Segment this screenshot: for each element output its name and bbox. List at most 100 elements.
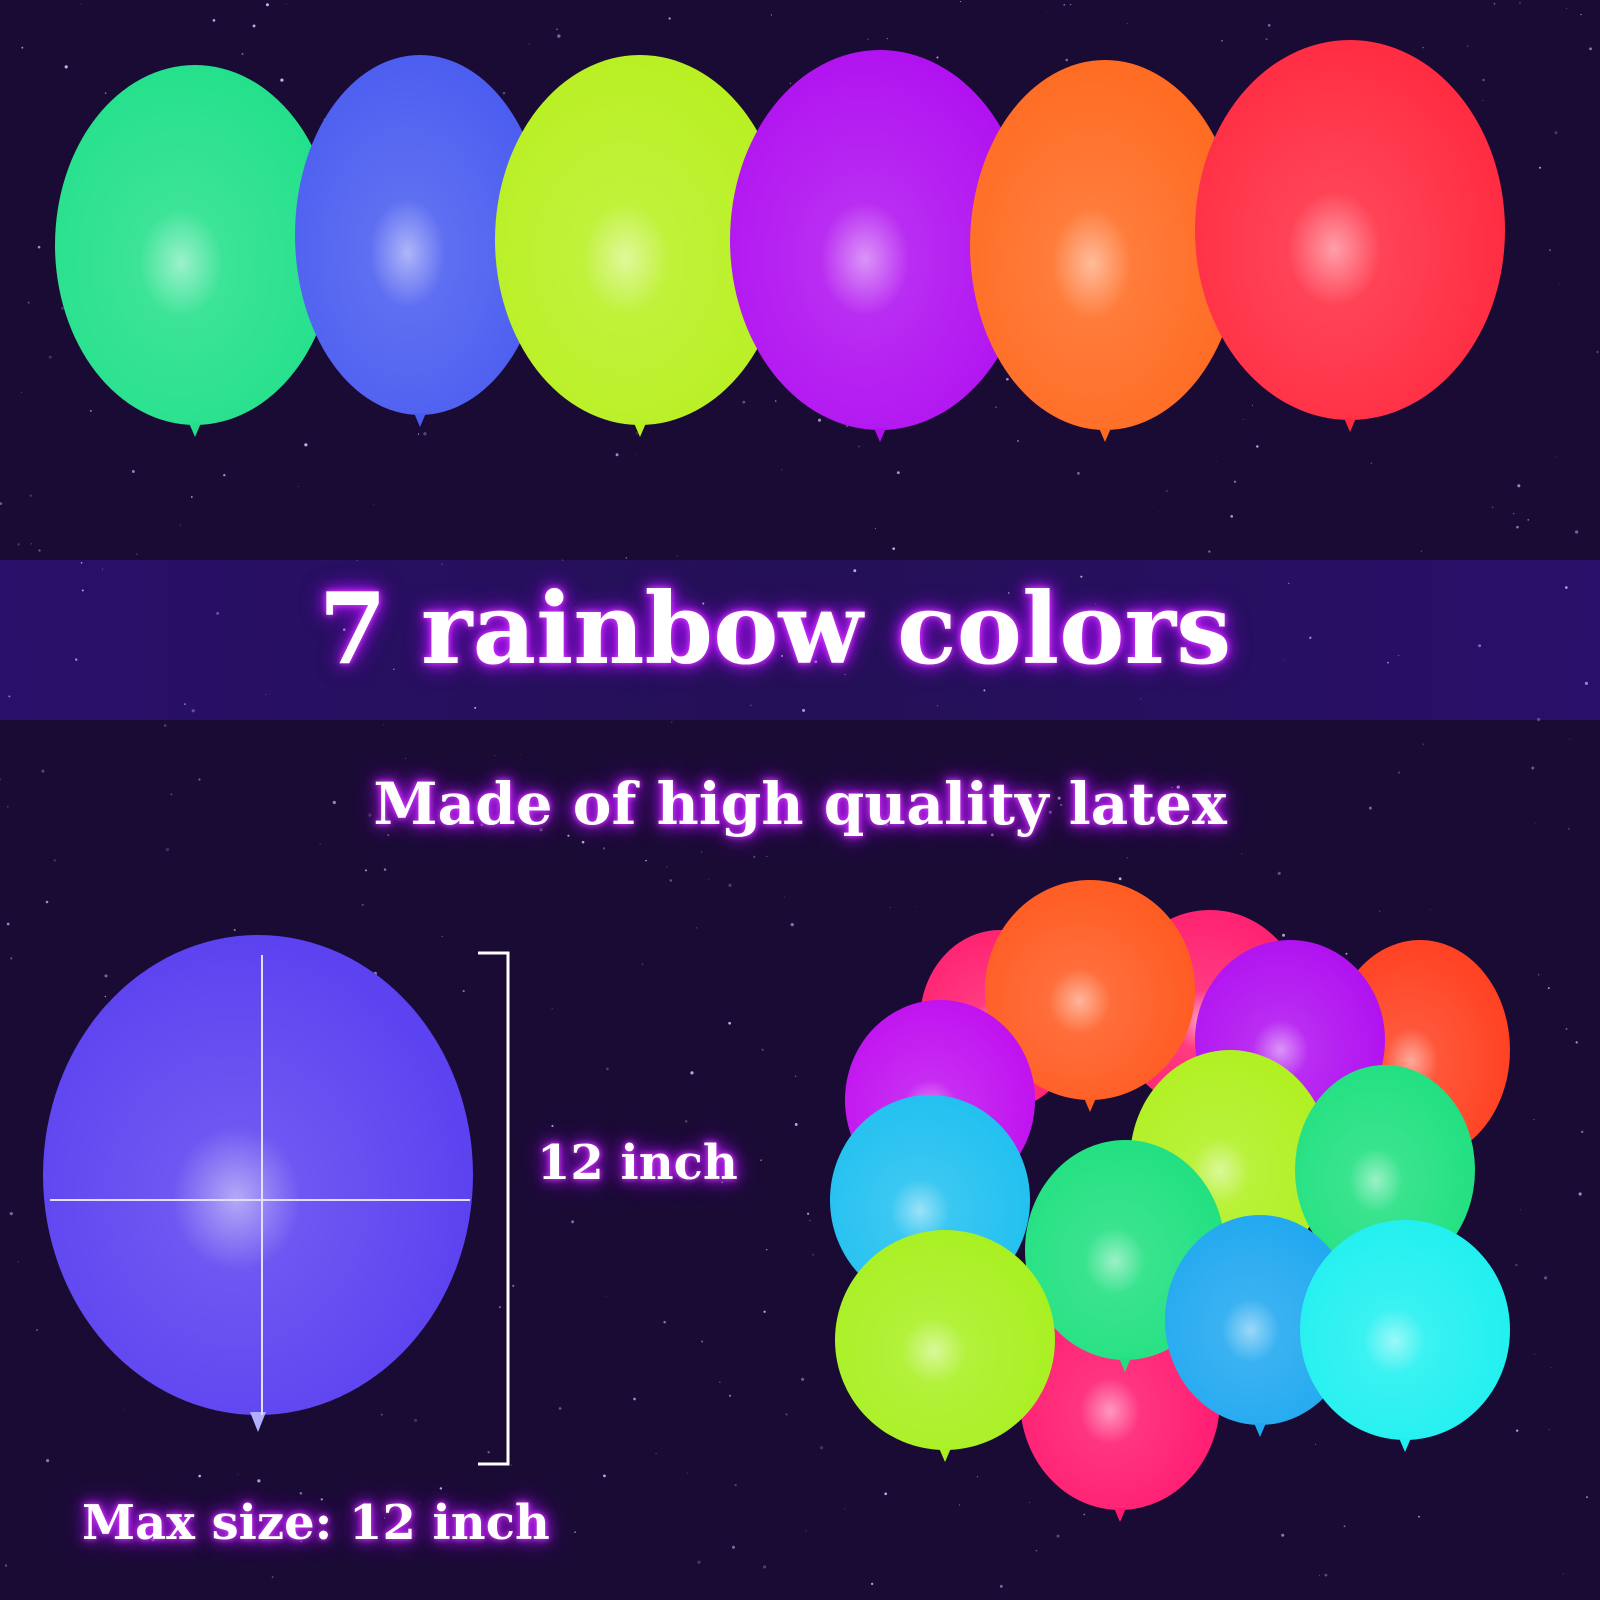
- star: [844, 674, 846, 675]
- star: [1596, 351, 1599, 353]
- star: [512, 1284, 515, 1287]
- star: [74, 658, 78, 661]
- star: [1241, 853, 1243, 855]
- star: [575, 607, 577, 609]
- star: [641, 963, 644, 966]
- star: [1267, 24, 1271, 27]
- star: [7, 806, 9, 808]
- star: [1538, 166, 1541, 169]
- star: [383, 868, 387, 871]
- star: [104, 92, 107, 94]
- star: [936, 56, 939, 59]
- balloon: [495, 55, 785, 437]
- star: [1430, 909, 1432, 910]
- star: [700, 851, 702, 853]
- star: [1065, 58, 1069, 62]
- star: [690, 1071, 694, 1075]
- star: [53, 859, 56, 862]
- star: [976, 1476, 978, 1478]
- star: [795, 1075, 797, 1077]
- star: [1368, 806, 1372, 810]
- star: [936, 705, 938, 707]
- star: [805, 1530, 807, 1532]
- star: [1516, 1429, 1519, 1432]
- star: [183, 703, 186, 706]
- star: [1008, 592, 1010, 594]
- star: [1527, 518, 1530, 521]
- star: [380, 1413, 383, 1416]
- star: [1565, 586, 1568, 589]
- star: [556, 28, 558, 30]
- star: [615, 453, 619, 457]
- star: [439, 1487, 443, 1490]
- star: [462, 990, 465, 993]
- max-size-label: Max size: 12 inch: [82, 1495, 550, 1551]
- star: [1548, 1428, 1550, 1431]
- star: [191, 709, 195, 713]
- star: [101, 568, 104, 570]
- star: [0, 502, 3, 505]
- star: [252, 24, 256, 28]
- star: [1547, 987, 1550, 990]
- star: [1466, 45, 1469, 47]
- star: [1517, 484, 1521, 488]
- star: [48, 355, 52, 359]
- star: [749, 704, 752, 707]
- star: [666, 866, 668, 868]
- star: [1118, 877, 1122, 881]
- star: [942, 656, 944, 659]
- star: [781, 655, 784, 657]
- star: [320, 1498, 323, 1501]
- star: [1519, 2, 1521, 4]
- star: [557, 34, 561, 38]
- star: [383, 724, 384, 726]
- star: [696, 927, 698, 929]
- star: [1519, 1209, 1521, 1211]
- star: [896, 471, 900, 475]
- star: [1580, 13, 1582, 16]
- balloon: [1165, 1215, 1355, 1437]
- star: [405, 758, 407, 760]
- star: [1558, 283, 1560, 285]
- star: [510, 1464, 513, 1466]
- star: [761, 1048, 764, 1051]
- star: [36, 1329, 38, 1331]
- star: [1208, 550, 1211, 553]
- star: [332, 800, 336, 805]
- star: [1550, 1367, 1552, 1368]
- star: [867, 38, 869, 40]
- star: [237, 1474, 239, 1476]
- star: [1586, 1496, 1589, 1499]
- star: [373, 504, 375, 506]
- star: [1176, 785, 1180, 789]
- star: [801, 1377, 805, 1381]
- star: [571, 1220, 574, 1224]
- star: [502, 91, 506, 95]
- star: [874, 528, 876, 530]
- star: [567, 834, 570, 837]
- star: [1029, 1502, 1030, 1504]
- star: [286, 3, 287, 5]
- star: [1543, 1276, 1548, 1280]
- star: [963, 641, 967, 645]
- star: [384, 1517, 386, 1519]
- star: [1534, 822, 1536, 824]
- star: [17, 543, 20, 546]
- star: [1059, 803, 1063, 807]
- star: [123, 1409, 124, 1411]
- star: [165, 847, 170, 852]
- star: [785, 1413, 788, 1416]
- star: [734, 1483, 737, 1487]
- star: [1578, 1192, 1582, 1196]
- star: [635, 432, 638, 435]
- star: [265, 3, 269, 7]
- star: [257, 1479, 261, 1483]
- star: [271, 1576, 274, 1578]
- star: [1282, 933, 1286, 937]
- star: [731, 1545, 736, 1549]
- star: [1077, 471, 1080, 475]
- star: [163, 724, 167, 727]
- star: [721, 1181, 724, 1183]
- star: [426, 1529, 428, 1531]
- star: [1580, 1130, 1584, 1134]
